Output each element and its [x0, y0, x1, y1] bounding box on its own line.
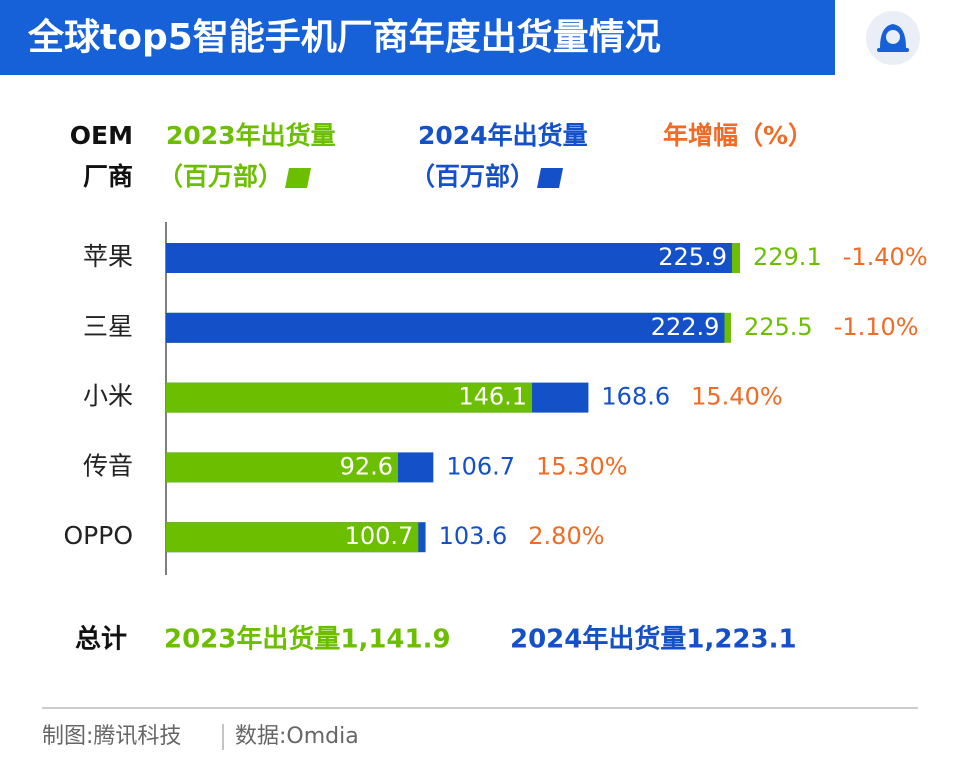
totals-label: 总计: [75, 625, 127, 655]
bar: [166, 243, 732, 273]
value-label: 229.1: [753, 243, 822, 271]
total-name: 2024年出货量: [510, 624, 686, 655]
bar: [166, 312, 725, 343]
growth-label: 2.80%: [528, 522, 604, 550]
bar: [166, 522, 419, 553]
value-label: 100.7: [345, 522, 414, 550]
growth-label: -1.10%: [834, 313, 919, 341]
category-label: 苹果: [83, 242, 133, 271]
total-value: 1,223.1: [686, 625, 796, 655]
value-label: 222.9: [651, 313, 720, 341]
category-label: OPPO: [63, 521, 133, 550]
category-header: 厂商: [83, 162, 133, 191]
legend-label: 年增幅（%）: [663, 121, 813, 150]
total-name: 2023年出货量: [164, 624, 340, 655]
legend-unit: （百万部）: [158, 162, 283, 191]
bar: [166, 382, 533, 413]
category-label: 传音: [83, 451, 133, 480]
category-label: 小米: [83, 382, 133, 411]
title-bar: [0, 0, 835, 75]
value-label: 103.6: [439, 522, 508, 550]
value-label: 168.6: [601, 383, 670, 411]
value-label: 146.1: [458, 383, 527, 411]
category-header: OEM: [70, 121, 133, 150]
logo: [866, 11, 920, 65]
value-label: 106.7: [446, 452, 515, 480]
legend-unit: （百万部）: [410, 162, 535, 191]
growth-label: 15.30%: [536, 452, 628, 480]
bar: [166, 452, 399, 483]
value-label: 225.5: [744, 313, 813, 341]
legend-label: 2023年出货量: [166, 121, 336, 150]
growth-label: -1.40%: [843, 243, 928, 271]
category-label: 三星: [83, 312, 133, 341]
growth-label: 15.40%: [691, 383, 783, 411]
source-credit: 制图:腾讯科技: [42, 724, 181, 749]
source-data: 数据:Omdia: [235, 724, 359, 749]
value-label: 92.6: [340, 452, 393, 480]
total-value: 1,141.9: [340, 625, 450, 655]
legend-swatch: [285, 168, 312, 188]
legend-swatch: [537, 168, 564, 188]
legend-label: 2024年出货量: [418, 121, 588, 150]
chart-title: 全球top5智能手机厂商年度出货量情况: [27, 16, 661, 58]
value-label: 225.9: [658, 243, 727, 271]
